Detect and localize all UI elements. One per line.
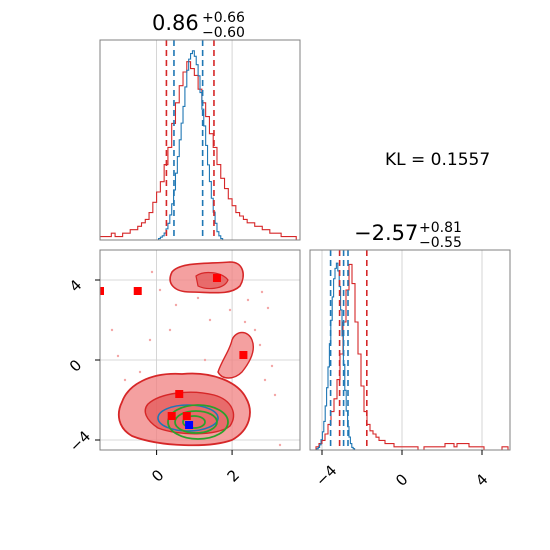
contour-green-mid <box>174 410 218 434</box>
tick-label: 0 <box>66 356 85 375</box>
marker-red <box>167 412 176 420</box>
tick-label: 0 <box>392 470 411 489</box>
marker-red <box>239 351 248 359</box>
sample-point <box>110 328 114 332</box>
sample-point <box>260 290 264 294</box>
x-ticks-param-2: −4 0 4 <box>312 450 492 490</box>
kl-annotation: KL = 0.1557 <box>385 150 490 170</box>
tick-label: 0 <box>148 466 167 485</box>
joint-content <box>100 250 300 453</box>
sample-point <box>116 354 120 358</box>
sample-point <box>253 328 257 332</box>
sample-point <box>270 364 274 368</box>
hist-2-content <box>310 250 510 450</box>
marker-red <box>212 274 221 282</box>
sample-point <box>243 320 247 324</box>
sample-point <box>148 338 152 342</box>
marker-red <box>182 412 191 420</box>
sample-point <box>123 378 127 382</box>
sample-point <box>258 343 262 347</box>
title-2-median: −2.57 <box>354 221 418 245</box>
tick-label: 4 <box>66 276 85 295</box>
marker-blue <box>185 421 194 429</box>
sample-point <box>266 306 270 310</box>
hist-1-frame <box>99 39 301 241</box>
sample-point <box>158 288 162 292</box>
marker-red <box>133 287 142 295</box>
marker-red <box>175 390 184 398</box>
contour-green-inner <box>182 415 206 429</box>
sample-point <box>196 296 200 300</box>
tick-label: 2 <box>224 466 243 485</box>
title-2-plus: +0.81 <box>419 220 462 236</box>
sample-point <box>168 328 172 332</box>
tick-label: 4 <box>472 470 491 489</box>
sample-point <box>129 451 131 453</box>
y-ticks-param-2: −4 0 4 <box>66 276 100 456</box>
sample-point <box>273 393 277 397</box>
sample-point <box>208 318 212 322</box>
hist-2-blue <box>314 262 356 450</box>
title-param-2: −2.57 +0.81 −0.55 <box>354 220 462 251</box>
sample-point <box>138 370 142 374</box>
contour-green-outer <box>167 404 229 440</box>
hist-1-red <box>100 61 300 240</box>
tick-label: −4 <box>312 461 340 489</box>
sample-point <box>203 358 207 362</box>
contour-blue <box>157 404 219 432</box>
hist-2-frame <box>309 249 511 451</box>
panel-joint-param-1-2 <box>99 249 301 453</box>
sample-point <box>246 298 250 302</box>
sample-point <box>263 378 267 382</box>
tick-label: −4 <box>66 427 94 455</box>
title-1-plus: +0.66 <box>202 10 245 26</box>
title-1-median: 0.86 <box>152 11 199 35</box>
hist-1-content <box>100 40 300 240</box>
joint-frame <box>99 249 301 451</box>
panel-hist-param-2 <box>309 249 511 451</box>
title-2-minus: −0.55 <box>419 235 462 251</box>
marker-red <box>100 287 104 295</box>
sample-point <box>228 308 232 312</box>
title-param-1: 0.86 +0.66 −0.60 <box>152 10 245 41</box>
sample-point <box>150 270 154 274</box>
hist-2-red <box>310 263 510 450</box>
hist-1-blue <box>156 50 224 240</box>
panel-hist-param-1 <box>99 39 301 241</box>
sample-point <box>278 443 282 447</box>
sample-point <box>174 303 178 307</box>
contour-red-bridge <box>217 331 254 379</box>
title-1-minus: −0.60 <box>202 25 245 41</box>
